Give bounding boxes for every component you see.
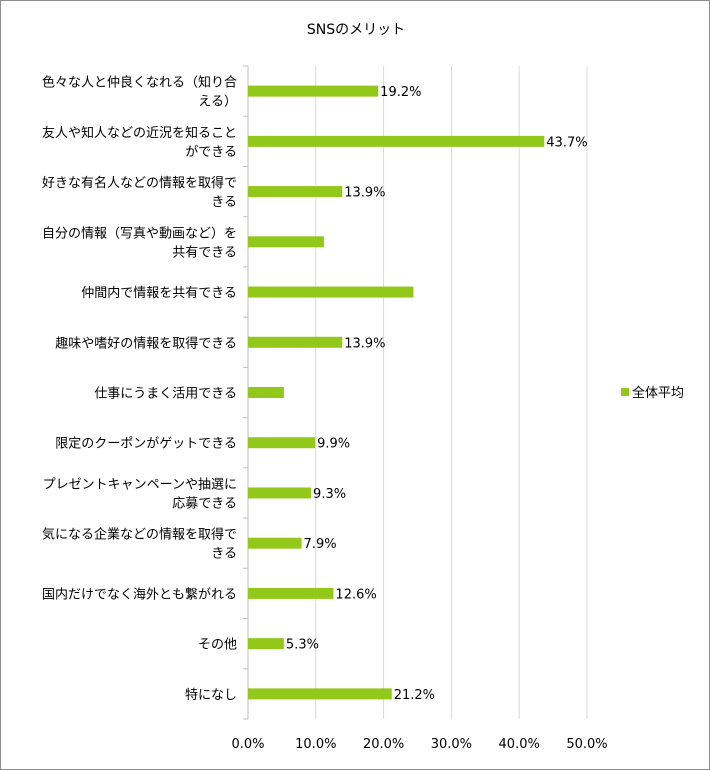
bar: [248, 437, 316, 449]
bars: 19.2% 43.7% 13.9% 13.9% 9.9% 9.3% 7.9% 12.6% 5.3…: [248, 85, 588, 703]
category-label: 自分の情報（写真や動画など）を: [42, 226, 237, 241]
category-label: 気になる企業などの情報を取得で: [42, 527, 237, 543]
category-label: 趣味や嗜好の情報を取得できる: [55, 335, 237, 351]
bar: [248, 537, 302, 549]
data-label: 5.3%: [286, 638, 319, 653]
category-label: 国内だけでなく海外とも繋がれる: [42, 586, 237, 602]
bar: [248, 387, 284, 398]
bar: [248, 587, 334, 599]
legend: 全体平均: [621, 385, 684, 401]
bar: [248, 286, 414, 298]
bar: [248, 135, 545, 147]
gridlines: [243, 65, 588, 720]
legend-swatch: [621, 388, 629, 396]
legend-label: 全体平均: [632, 385, 684, 401]
category-label: 仲間内で情報を共有できる: [81, 285, 237, 301]
category-label: 好きな有名人などの情報を取得で: [42, 175, 237, 191]
bar: [248, 85, 379, 97]
x-tick-label: 50.0%: [566, 737, 607, 752]
data-label: 7.9%: [304, 537, 337, 552]
bar: [248, 487, 312, 499]
x-tick-label: 0.0%: [231, 737, 264, 752]
bar: [248, 186, 343, 198]
data-label: 43.7%: [546, 135, 587, 150]
category-label: 友人や知人などの近況を知ること: [42, 125, 237, 141]
category-label: 限定のクーポンがゲットできる: [55, 437, 237, 452]
data-label: 19.2%: [380, 85, 421, 100]
data-label: 9.9%: [317, 437, 350, 452]
category-label: きる: [211, 195, 237, 210]
x-tick-label: 30.0%: [431, 737, 472, 752]
category-label: きる: [211, 547, 237, 562]
category-label: 色々な人と仲良くなれる（知り合: [42, 75, 237, 91]
bar: [248, 638, 284, 650]
data-label: 13.9%: [344, 336, 385, 351]
category-label: える）: [198, 95, 237, 110]
data-label: 12.6%: [335, 587, 376, 602]
category-label: 仕事にうまく活用できる: [94, 387, 237, 402]
x-tick-label: 20.0%: [363, 737, 404, 752]
category-label: 特になし: [185, 688, 237, 703]
data-label: 13.9%: [344, 186, 385, 201]
data-label: 9.3%: [313, 487, 346, 502]
bar: [248, 688, 392, 700]
bar: [248, 236, 324, 248]
category-label: その他: [198, 638, 237, 653]
category-label: ができる: [185, 145, 237, 160]
category-label: 応募できる: [172, 496, 237, 511]
category-label: プレゼントキャンペーンや抽選に: [43, 477, 237, 492]
chart-title: SNSのメリット: [307, 22, 405, 38]
x-tick-labels: 0.0% 10.0% 20.0% 30.0% 40.0% 50.0%: [231, 737, 607, 752]
x-tick-label: 40.0%: [499, 737, 540, 752]
data-label: 21.2%: [394, 688, 435, 703]
x-tick-label: 10.0%: [295, 737, 336, 752]
bar: [248, 336, 343, 348]
category-label: 共有できる: [172, 245, 237, 260]
